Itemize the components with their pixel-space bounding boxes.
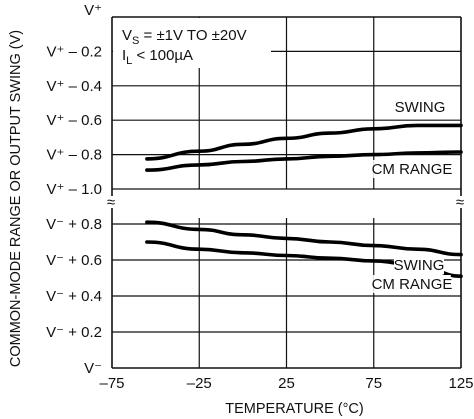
series-label-lower-cm-range-backing [373,275,451,293]
x-axis-title: TEMPERATURE (°C) [225,401,363,417]
y-tick-label: V⁻ + 0.6 [46,252,102,269]
series-label-upper-cm-range-group: CM RANGE [372,160,453,178]
y-tick-label: V⁻ + 0.4 [46,288,102,305]
y-tick-label: V⁺ – 0.4 [47,78,102,95]
y-tick-label: V⁺ – 0.8 [47,147,102,164]
x-tick-label: 25 [278,375,295,392]
series-label-lower-cm-range: CM RANGE [372,276,453,293]
x-tick-label: 125 [448,375,473,392]
x-tick-label: –25 [187,375,212,392]
y-tick-label: V⁺ – 1.0 [47,181,102,198]
annotation-supply: VS = ±1V TO ±20V [122,27,247,47]
x-tick-label: –75 [99,375,124,392]
series-label-lower-swing-group: SWING [394,256,445,274]
y-tick-label: V⁺ – 0.6 [47,112,102,129]
series-label-lower-cm-range-group: CM RANGE [372,275,453,293]
series-line-upper-swing [145,123,463,161]
annotation-backing [113,18,271,68]
axis-break-right: ≈ [456,194,464,211]
series-line-lower-swing [145,220,463,257]
y-tick-label: V⁺ – 0.2 [47,43,102,60]
axis-break-left: ≈ [107,194,115,211]
series-label-upper-swing-group: SWING [395,98,446,116]
annotation-load: IL < 100µA [122,47,193,67]
y-axis-title: COMMON-MODE RANGE OR OUTPUT SWING (V) [8,30,24,367]
x-tick-label: 75 [365,375,382,392]
series-label-upper-swing-backing [395,98,445,116]
y-tick-label: V⁺ [84,2,102,19]
series-label-upper-cm-range-backing [373,160,451,178]
y-tick-label: V⁻ + 0.2 [46,324,102,341]
y-tick-label: V⁻ + 0.8 [46,216,102,233]
y-tick-label: V⁻ [84,360,102,377]
series-label-upper-cm-range: CM RANGE [372,161,453,178]
series-label-lower-swing-backing [394,256,444,274]
series-label-lower-swing: SWING [394,257,445,274]
series-label-upper-swing: SWING [395,99,446,116]
series-line-upper-cm-range [145,150,463,172]
